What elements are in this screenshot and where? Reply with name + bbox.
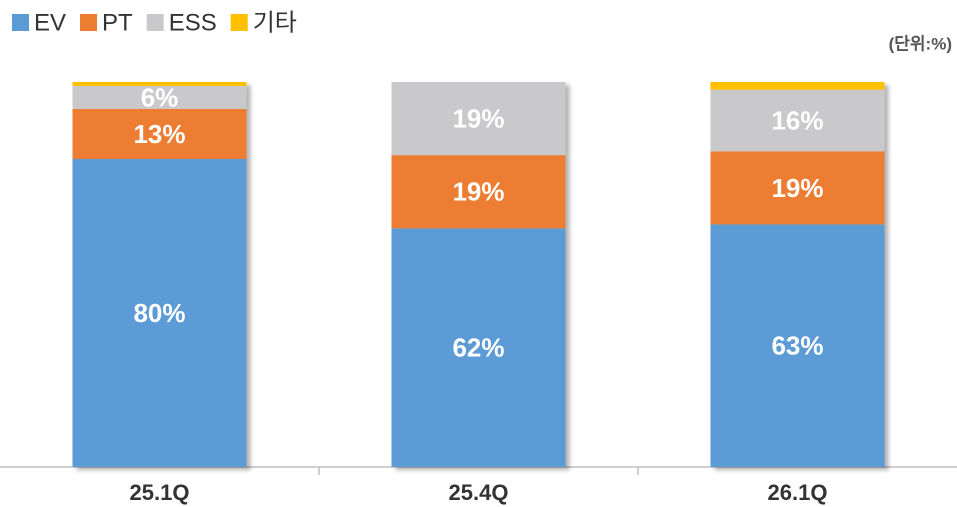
legend-label: ESS bbox=[169, 9, 217, 36]
bar-segment bbox=[391, 155, 566, 229]
legend-label: PT bbox=[102, 9, 133, 36]
legend-swatch bbox=[146, 14, 164, 31]
unit-label: (단위:%) bbox=[889, 34, 952, 53]
x-tick-label: 25.4Q bbox=[449, 480, 509, 505]
bar-segment bbox=[391, 82, 566, 156]
data-label: 6% bbox=[141, 82, 179, 112]
data-label: 19% bbox=[452, 177, 504, 207]
bar-segment bbox=[710, 151, 885, 225]
bar-stack bbox=[391, 82, 566, 467]
x-tick-label: 26.1Q bbox=[768, 480, 828, 505]
bar-segment bbox=[710, 224, 885, 467]
data-label: 19% bbox=[771, 173, 823, 203]
bar-stack bbox=[710, 82, 885, 467]
data-label: 80% bbox=[133, 298, 185, 328]
bar-segment bbox=[710, 82, 885, 90]
bar-segment bbox=[710, 89, 885, 152]
bar-segment bbox=[72, 82, 247, 86]
data-label: 19% bbox=[452, 103, 504, 133]
bar-segment bbox=[72, 108, 247, 159]
legend-swatch bbox=[12, 14, 29, 31]
legend-label: 기타 bbox=[253, 9, 297, 36]
x-tick-label: 25.1Q bbox=[130, 480, 190, 505]
legend-label: EV bbox=[34, 9, 66, 36]
data-label: 16% bbox=[771, 105, 823, 135]
legend-swatch bbox=[80, 14, 98, 31]
data-label: 13% bbox=[133, 119, 185, 149]
data-label: 63% bbox=[771, 331, 823, 361]
legend-swatch bbox=[230, 14, 248, 31]
bar-segment bbox=[391, 228, 566, 467]
bar-segment bbox=[72, 159, 247, 467]
bar-stack bbox=[72, 82, 247, 467]
data-label: 62% bbox=[452, 333, 504, 363]
bar-segment bbox=[72, 85, 247, 109]
